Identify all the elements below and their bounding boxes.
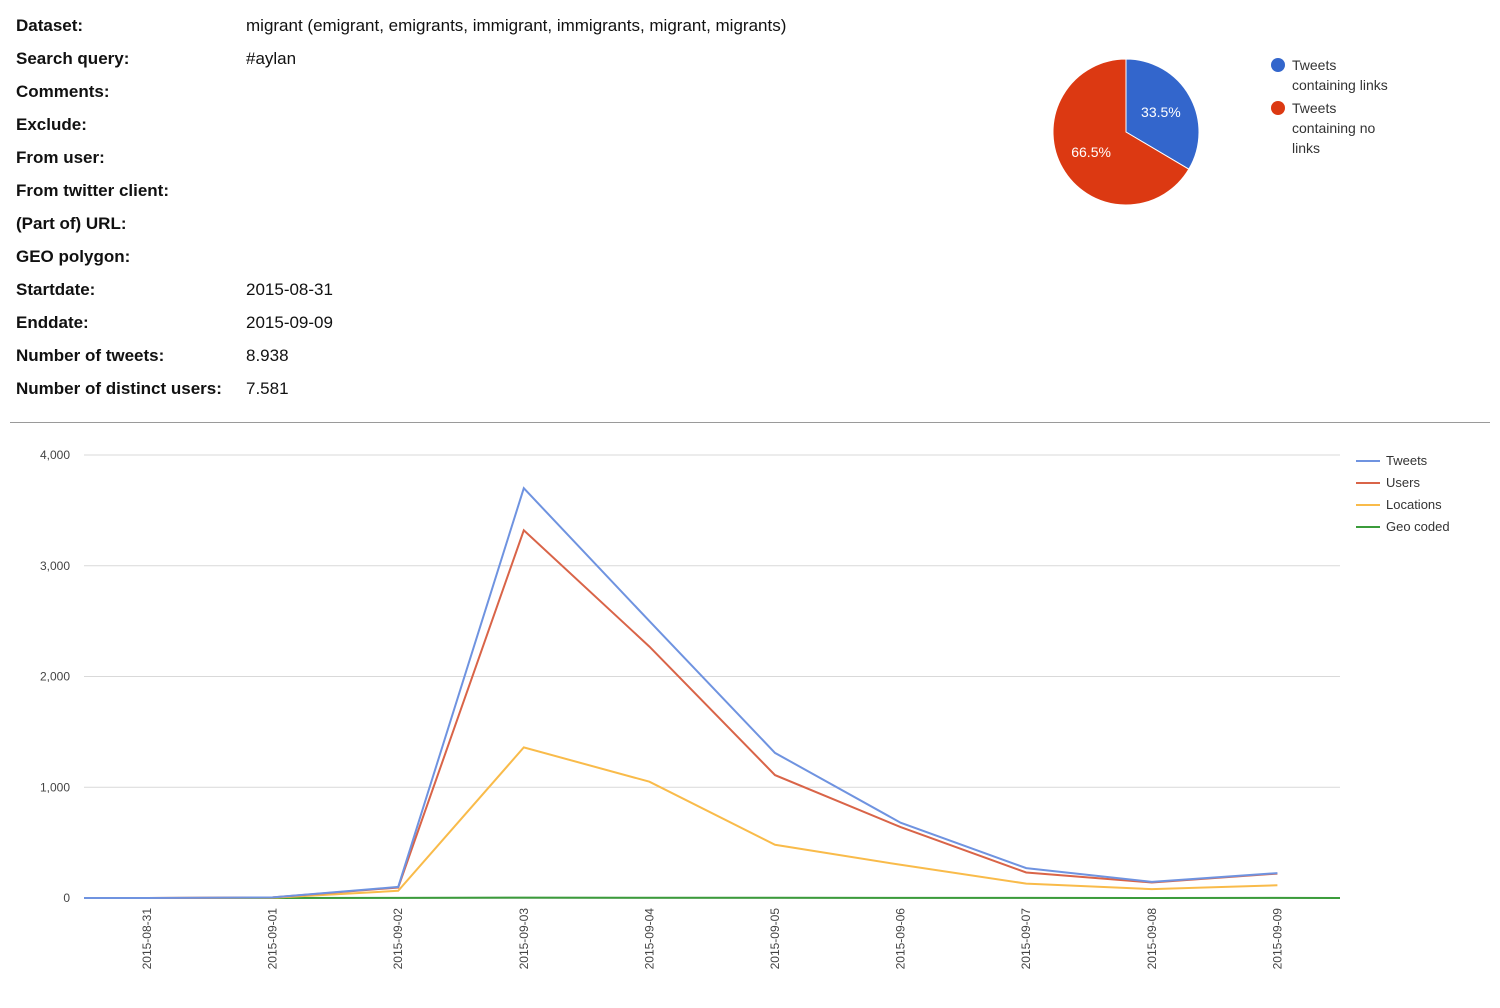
legend-label: Locations bbox=[1386, 497, 1442, 512]
info-row: Number of distinct users: 7.581 bbox=[16, 379, 1016, 412]
info-value: 7.581 bbox=[246, 379, 289, 398]
info-row: From user: bbox=[16, 148, 1016, 181]
info-label: GEO polygon: bbox=[16, 247, 131, 266]
x-tick-label: 2015-09-04 bbox=[642, 908, 656, 970]
info-row: Startdate: 2015-08-31 bbox=[16, 280, 1016, 313]
x-tick-label: 2015-09-02 bbox=[391, 908, 405, 970]
info-value: 2015-09-09 bbox=[246, 313, 333, 332]
x-tick-label: 2015-09-03 bbox=[517, 908, 531, 970]
info-label: Dataset: bbox=[16, 16, 84, 35]
info-row: Comments: bbox=[16, 82, 1016, 115]
x-tick-label: 2015-09-05 bbox=[768, 908, 782, 970]
info-label: Number of distinct users: bbox=[16, 379, 222, 398]
dataset-info-panel: Dataset: migrant (emigrant, emigrants, im… bbox=[16, 16, 1016, 412]
info-label: Comments: bbox=[16, 82, 110, 101]
info-value: 8.938 bbox=[246, 346, 289, 365]
x-tick-label: 2015-09-08 bbox=[1145, 908, 1159, 970]
y-tick-label: 3,000 bbox=[40, 559, 70, 573]
info-label: Number of tweets: bbox=[16, 346, 165, 365]
legend-label: Geo coded bbox=[1386, 519, 1450, 534]
legend-label: Users bbox=[1386, 475, 1420, 490]
info-row: Search query: #aylan bbox=[16, 49, 1016, 82]
info-label: Search query: bbox=[16, 49, 130, 68]
links-pie-chart: 33.5% 66.5% Tweets containing links Tweets co… bbox=[1052, 57, 1388, 206]
pie-slice bbox=[1052, 58, 1190, 206]
x-tick-label: 2015-09-06 bbox=[894, 908, 908, 970]
info-row: Enddate: 2015-09-09 bbox=[16, 313, 1016, 346]
info-label: From user: bbox=[16, 148, 105, 167]
y-tick-label: 0 bbox=[63, 891, 70, 905]
x-tick-label: 2015-08-31 bbox=[140, 908, 154, 970]
pie-legend-marker bbox=[1271, 101, 1285, 115]
info-row: GEO polygon: bbox=[16, 247, 1016, 280]
pie-slice-label: 66.5% bbox=[1071, 144, 1111, 160]
info-value: #aylan bbox=[246, 49, 297, 68]
pie-legend-marker bbox=[1271, 58, 1285, 72]
x-tick-label: 2015-09-01 bbox=[266, 908, 280, 970]
y-tick-label: 4,000 bbox=[40, 448, 70, 462]
pie-legend-label: Tweets containing links bbox=[1292, 57, 1388, 93]
info-value: migrant (emigrant, emigrants, immigrant,… bbox=[246, 16, 787, 35]
info-row: Number of tweets: 8.938 bbox=[16, 346, 1016, 379]
activity-line-chart: 0 1,000 2,000 3,000 4,000 2015-08-31 2015-09-0… bbox=[40, 448, 1450, 970]
info-label: Enddate: bbox=[16, 313, 89, 332]
y-tick-label: 2,000 bbox=[40, 670, 70, 684]
info-label: (Part of) URL: bbox=[16, 214, 127, 233]
section-divider bbox=[10, 422, 1490, 423]
info-row: From twitter client: bbox=[16, 181, 1016, 214]
pie-slice-label: 33.5% bbox=[1141, 104, 1181, 120]
info-label: From twitter client: bbox=[16, 181, 170, 200]
x-tick-label: 2015-09-07 bbox=[1019, 908, 1033, 970]
info-row: Exclude: bbox=[16, 115, 1016, 148]
info-value: 2015-08-31 bbox=[246, 280, 333, 299]
series-line-users bbox=[84, 528, 1278, 899]
pie-slice bbox=[1125, 58, 1200, 170]
info-label: Startdate: bbox=[16, 280, 96, 299]
info-label: Exclude: bbox=[16, 115, 87, 134]
info-row: (Part of) URL: bbox=[16, 214, 1016, 247]
info-row: Dataset: migrant (emigrant, emigrants, im… bbox=[16, 16, 1016, 49]
x-tick-label: 2015-09-09 bbox=[1270, 908, 1284, 970]
legend-label: Tweets bbox=[1386, 453, 1428, 468]
y-tick-label: 1,000 bbox=[40, 780, 70, 794]
series-line-tweets bbox=[84, 486, 1278, 899]
pie-legend-label: Tweets containing no links bbox=[1292, 100, 1376, 156]
